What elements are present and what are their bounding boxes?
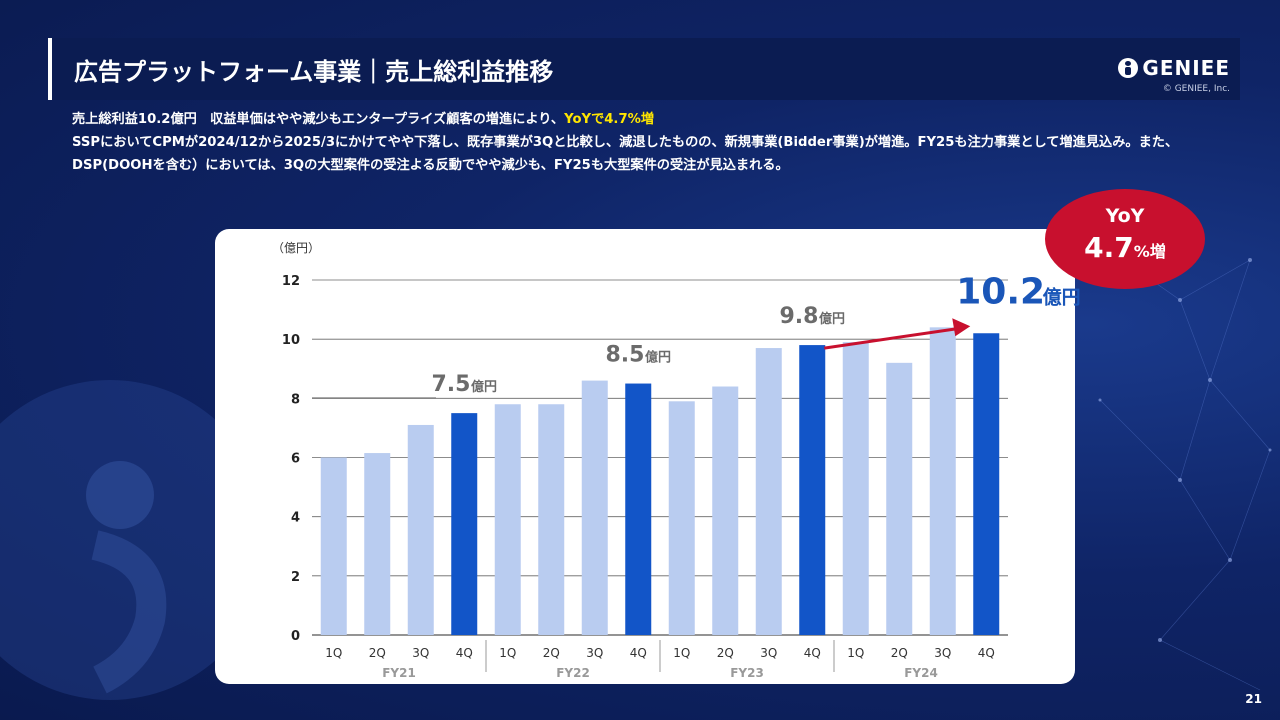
y-tick-label: 10 (282, 333, 300, 348)
x-tick-label: 1Q (673, 646, 690, 660)
x-tick-label: 4Q (978, 646, 995, 660)
callout-unit: 億円 (645, 350, 671, 366)
page-number: 21 (1245, 692, 1262, 706)
callout-value: 9.8 (779, 304, 818, 329)
x-tick-label: 1Q (325, 646, 342, 660)
bar (625, 383, 652, 635)
description: 売上総利益10.2億円 収益単価はやや減少もエンタープライズ顧客の増進により、Y… (72, 108, 1252, 177)
description-highlight: YoYで4.7%増 (564, 112, 655, 127)
bar (842, 342, 869, 635)
bar (712, 386, 739, 635)
fiscal-year-label: FY24 (904, 666, 938, 680)
bar (364, 453, 391, 635)
growth-arrow-line (824, 326, 961, 350)
y-tick-label: 2 (291, 570, 300, 585)
bar (538, 404, 565, 635)
yoy-value: 4.7 (1084, 231, 1134, 264)
bar (320, 457, 347, 635)
bar (668, 401, 695, 635)
fiscal-year-label: FY21 (382, 666, 416, 680)
callout-value: 10.2 (956, 271, 1045, 312)
callout-unit: 億円 (819, 311, 845, 327)
y-unit-label: （億円） (272, 241, 320, 255)
y-tick-label: 0 (291, 629, 300, 644)
yoy-unit: %増 (1133, 242, 1166, 261)
geniee-logo-icon (1118, 58, 1139, 78)
callout-unit: 億円 (471, 379, 497, 395)
x-tick-label: 3Q (760, 646, 777, 660)
x-tick-label: 2Q (717, 646, 734, 660)
page-title: 広告プラットフォーム事業｜売上総利益推移 (74, 58, 554, 86)
x-tick-label: 2Q (543, 646, 560, 660)
bar (407, 424, 434, 635)
description-line-2: SSPにおいてCPMが2024/12から2025/3にかけてやや下落し、既存事業… (72, 135, 1179, 173)
bar (799, 345, 826, 635)
description-line-1: 売上総利益10.2億円 収益単価はやや減少もエンタープライズ顧客の増進により、Y… (72, 108, 1252, 131)
yoy-label: YoY (1105, 205, 1145, 227)
description-line-1-text: 売上総利益10.2億円 収益単価はやや減少もエンタープライズ顧客の増進により、 (72, 112, 565, 127)
callout-value: 8.5 (605, 343, 644, 368)
y-tick-label: 6 (291, 452, 300, 467)
x-tick-label: 3Q (412, 646, 429, 660)
bar (451, 413, 478, 635)
bar (755, 348, 782, 635)
x-tick-label: 2Q (891, 646, 908, 660)
callout-unit: 億円 (1043, 285, 1081, 308)
copyright: © GENIEE, Inc. (1162, 84, 1230, 94)
fiscal-year-label: FY22 (556, 666, 590, 680)
y-tick-label: 4 (291, 511, 300, 526)
bar (973, 333, 1000, 635)
company-logo: GENIEE (1118, 56, 1230, 80)
x-tick-label: 3Q (586, 646, 603, 660)
x-tick-label: 3Q (934, 646, 951, 660)
x-tick-label: 4Q (804, 646, 821, 660)
yoy-badge: YoY 4.7%増 (1045, 189, 1205, 289)
x-tick-label: 1Q (847, 646, 864, 660)
yoy-value-wrap: 4.7%増 (1045, 231, 1205, 264)
fiscal-year-label: FY23 (730, 666, 764, 680)
bar (929, 327, 956, 635)
bar (886, 362, 913, 635)
bar (494, 404, 521, 635)
logo-text: GENIEE (1142, 56, 1230, 80)
bar (581, 380, 608, 635)
growth-arrow-head (952, 318, 971, 337)
x-tick-label: 4Q (630, 646, 647, 660)
y-tick-label: 12 (282, 274, 300, 289)
title-bar: 広告プラットフォーム事業｜売上総利益推移 GENIEE © GENIEE, In… (48, 38, 1240, 100)
x-tick-label: 1Q (499, 646, 516, 660)
y-tick-label: 8 (291, 392, 300, 407)
callout-value: 7.5 (431, 372, 470, 397)
x-tick-label: 4Q (456, 646, 473, 660)
x-tick-label: 2Q (369, 646, 386, 660)
